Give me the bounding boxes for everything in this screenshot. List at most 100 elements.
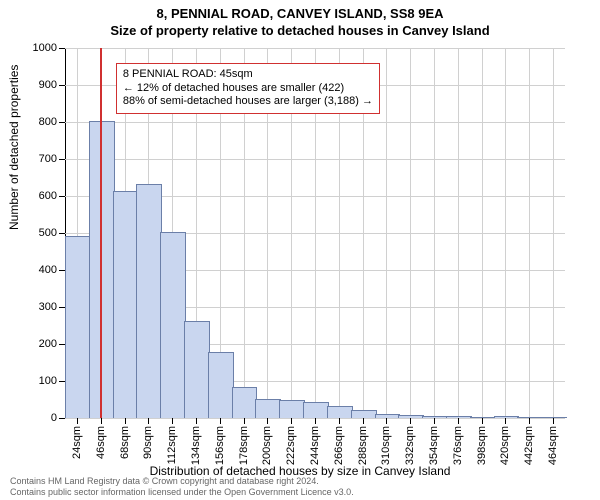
gridline-v	[553, 48, 554, 418]
xtick-label: 464sqm	[547, 426, 559, 465]
xtick	[77, 418, 78, 424]
histogram-bar	[160, 232, 186, 418]
annotation-line: 8 PENNIAL ROAD: 45sqm	[123, 68, 373, 82]
footer-line-1: Contains HM Land Registry data © Crown c…	[10, 476, 354, 487]
gridline-v	[458, 48, 459, 418]
xtick-label: 68sqm	[119, 426, 131, 459]
xtick	[529, 418, 530, 424]
ytick	[59, 48, 65, 49]
xtick-label: 222sqm	[285, 426, 297, 465]
histogram-bar	[494, 416, 520, 418]
gridline-v	[386, 48, 387, 418]
histogram-bar	[89, 121, 115, 418]
ytick	[59, 159, 65, 160]
histogram-bar	[279, 400, 305, 418]
annotation-line: 88% of semi-detached houses are larger (…	[123, 95, 373, 109]
ytick-label: 900	[39, 79, 57, 91]
histogram-bar	[184, 321, 210, 418]
histogram-bar	[398, 415, 424, 418]
gridline-v	[410, 48, 411, 418]
annotation-line: ← 12% of detached houses are smaller (42…	[123, 82, 373, 96]
xtick-label: 112sqm	[166, 426, 178, 464]
xtick-label: 46sqm	[95, 426, 107, 459]
ytick-label: 100	[39, 375, 57, 387]
histogram-bar	[541, 417, 567, 418]
xtick	[339, 418, 340, 424]
xtick	[196, 418, 197, 424]
title-address: 8, PENNIAL ROAD, CANVEY ISLAND, SS8 9EA	[0, 0, 600, 21]
xtick	[363, 418, 364, 424]
xtick-label: 156sqm	[214, 426, 226, 465]
histogram-bar	[65, 236, 91, 418]
ytick-label: 1000	[33, 42, 57, 54]
histogram-bar	[327, 406, 353, 418]
ytick-label: 200	[39, 338, 57, 350]
xtick-label: 266sqm	[333, 426, 345, 465]
xtick	[386, 418, 387, 424]
xtick-label: 24sqm	[71, 426, 83, 459]
histogram-bar	[470, 417, 496, 418]
xtick	[101, 418, 102, 424]
ytick	[59, 122, 65, 123]
histogram-bar	[208, 352, 234, 418]
gridline-v	[505, 48, 506, 418]
xtick	[505, 418, 506, 424]
footer-attribution: Contains HM Land Registry data © Crown c…	[10, 476, 354, 498]
ytick	[59, 418, 65, 419]
xtick-label: 420sqm	[499, 426, 511, 465]
xtick-label: 332sqm	[404, 426, 416, 465]
ytick-label: 700	[39, 153, 57, 165]
xtick	[125, 418, 126, 424]
xtick-label: 178sqm	[238, 426, 250, 465]
y-axis-label: Number of detached properties	[7, 65, 21, 230]
xtick	[553, 418, 554, 424]
xtick-label: 134sqm	[190, 426, 202, 465]
xtick-label: 398sqm	[476, 426, 488, 465]
histogram-bar	[517, 417, 543, 418]
xtick	[267, 418, 268, 424]
plot-area: 0100200300400500600700800900100024sqm46s…	[65, 48, 565, 418]
histogram-bar	[255, 399, 281, 419]
histogram-bar	[375, 414, 401, 418]
ytick-label: 300	[39, 301, 57, 313]
xtick-label: 354sqm	[428, 426, 440, 465]
xtick-label: 288sqm	[357, 426, 369, 465]
histogram-bar	[232, 387, 258, 418]
xtick-label: 200sqm	[261, 426, 273, 465]
histogram-bar	[351, 410, 377, 418]
xtick	[291, 418, 292, 424]
xtick-label: 442sqm	[523, 426, 535, 465]
xtick-label: 376sqm	[452, 426, 464, 465]
histogram-bar	[113, 191, 139, 418]
ytick	[59, 233, 65, 234]
ytick	[59, 196, 65, 197]
ytick-label: 600	[39, 190, 57, 202]
ytick	[59, 85, 65, 86]
xtick	[482, 418, 483, 424]
ytick-label: 400	[39, 264, 57, 276]
histogram-bar	[446, 416, 472, 418]
gridline-v	[434, 48, 435, 418]
xtick	[220, 418, 221, 424]
xtick	[458, 418, 459, 424]
xtick	[315, 418, 316, 424]
ytick-label: 800	[39, 116, 57, 128]
xtick	[434, 418, 435, 424]
footer-line-2: Contains public sector information licen…	[10, 487, 354, 498]
xtick-label: 310sqm	[380, 426, 392, 465]
title-subtitle: Size of property relative to detached ho…	[0, 21, 600, 38]
xtick-label: 90sqm	[142, 426, 154, 459]
annotation-box: 8 PENNIAL ROAD: 45sqm← 12% of detached h…	[116, 63, 380, 114]
ytick-label: 0	[51, 412, 57, 424]
xtick-label: 244sqm	[309, 426, 321, 465]
chart-container: 8, PENNIAL ROAD, CANVEY ISLAND, SS8 9EA …	[0, 0, 600, 500]
xtick	[172, 418, 173, 424]
gridline-v	[482, 48, 483, 418]
xtick	[410, 418, 411, 424]
histogram-bar	[303, 402, 329, 418]
xtick	[148, 418, 149, 424]
xtick	[244, 418, 245, 424]
gridline-v	[529, 48, 530, 418]
histogram-bar	[422, 416, 448, 418]
histogram-bar	[136, 184, 162, 418]
